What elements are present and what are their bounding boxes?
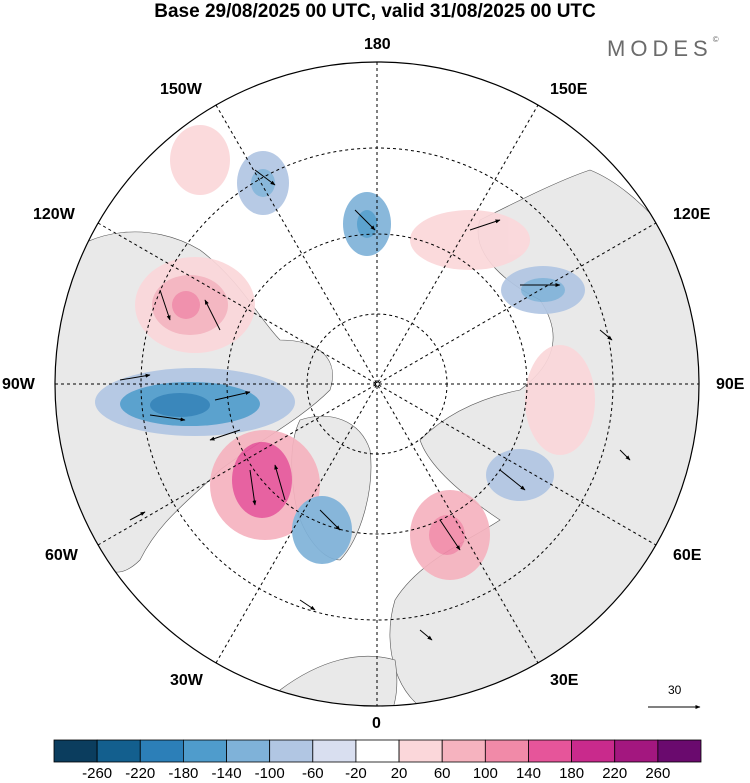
colorbar-tick-label: -260 [82,765,113,782]
vector [214,391,251,401]
colorbar-cell [614,739,659,763]
anomaly-neg-1c [150,393,210,417]
vector [204,299,221,331]
brand-text: MODES [607,36,713,61]
vector [249,469,257,506]
meridian-60 [97,222,657,546]
vector [319,509,341,531]
wind-vectors [119,169,631,641]
lon-label-30w: 30W [170,672,203,689]
colorbar-cell [571,739,616,763]
colorbar-cell [182,739,227,763]
colorbar-tick-label: 260 [645,765,671,782]
vector [274,464,286,501]
colorbar-cell [139,739,184,763]
colorbar-tick-label: -60 [301,765,324,782]
vector [354,209,376,231]
colorbar-cell [269,739,314,763]
vector [619,449,631,461]
vector [499,469,526,491]
lon-label-120w: 120W [33,206,75,223]
lon-label-bottom: 0 [372,715,381,732]
brand-mark: © [712,35,719,44]
colorbar-tick-label: 100 [472,765,498,782]
colorbar-cell [484,739,529,763]
anomaly-pos-4 [410,210,530,270]
graticule [55,62,699,706]
anomaly-neg-6 [486,449,554,501]
anomaly-pos-6 [170,125,230,195]
colorbar-tick-label: -100 [254,765,285,782]
lon-label-left: 90W [2,376,35,393]
colorbar-tick-label: -180 [168,765,199,782]
lon-label-top: 180 [364,36,391,53]
vector [149,414,186,422]
colorbar-cell [96,739,141,763]
lon-label-60w: 60W [45,547,78,564]
vector [419,629,433,641]
polar-map [54,61,701,709]
meridian-120 [97,222,657,546]
anomaly-field [95,125,595,580]
latitude-circle-2 [226,233,528,535]
colorbar-cell [355,739,400,763]
anomaly-pos-3b [429,515,465,555]
colorbar-tick-label: 140 [515,765,541,782]
vector [439,519,461,551]
chart-title: Base 29/08/2025 00 UTC, valid 31/08/2025… [154,1,596,22]
map-border [54,61,700,707]
lon-label-30e: 30E [550,672,579,689]
meridian-150 [215,104,539,664]
colorbar-cells [53,739,702,763]
reference-vector-label: 30 [668,683,682,697]
colorbar-tick-label: -20 [345,765,367,782]
vector [254,169,276,186]
colorbar-cell [441,739,486,763]
vector [299,599,316,611]
colorbar-cell [398,739,443,763]
lon-label-150w: 150W [160,81,202,98]
vector [469,219,501,231]
vector [159,289,171,321]
colorbar-tick-label: 20 [390,765,408,782]
lon-label-120e: 120E [673,206,711,223]
colorbar-tick-label: 60 [433,765,451,782]
vector [129,511,146,521]
vector [599,329,613,341]
vector [209,429,241,441]
land-africa [279,655,398,706]
colorbar-tick-label: -220 [125,765,156,782]
lon-label-150e: 150E [550,81,588,98]
lon-label-60e: 60E [673,547,702,564]
colorbar [53,739,702,763]
meridian-30 [215,104,539,664]
colorbar-cell [657,739,702,763]
anomaly-pos-1c [172,291,200,319]
colorbar-tick-label: 220 [602,765,628,782]
anomaly-neg-3b [251,169,275,197]
colorbar-tick-label: -140 [211,765,242,782]
anomaly-neg-2 [292,496,352,564]
anomaly-neg-5b [521,278,565,302]
anomaly-pos-5 [525,345,595,455]
vector [119,373,151,381]
colorbar-cell [528,739,572,763]
colorbar-cell [53,739,98,763]
lon-label-right: 90E [716,376,745,393]
colorbar-cell [312,739,357,763]
colorbar-cell [226,739,271,763]
brand-logo: MODES© [607,35,719,62]
colorbar-tick-label: 180 [559,765,585,782]
